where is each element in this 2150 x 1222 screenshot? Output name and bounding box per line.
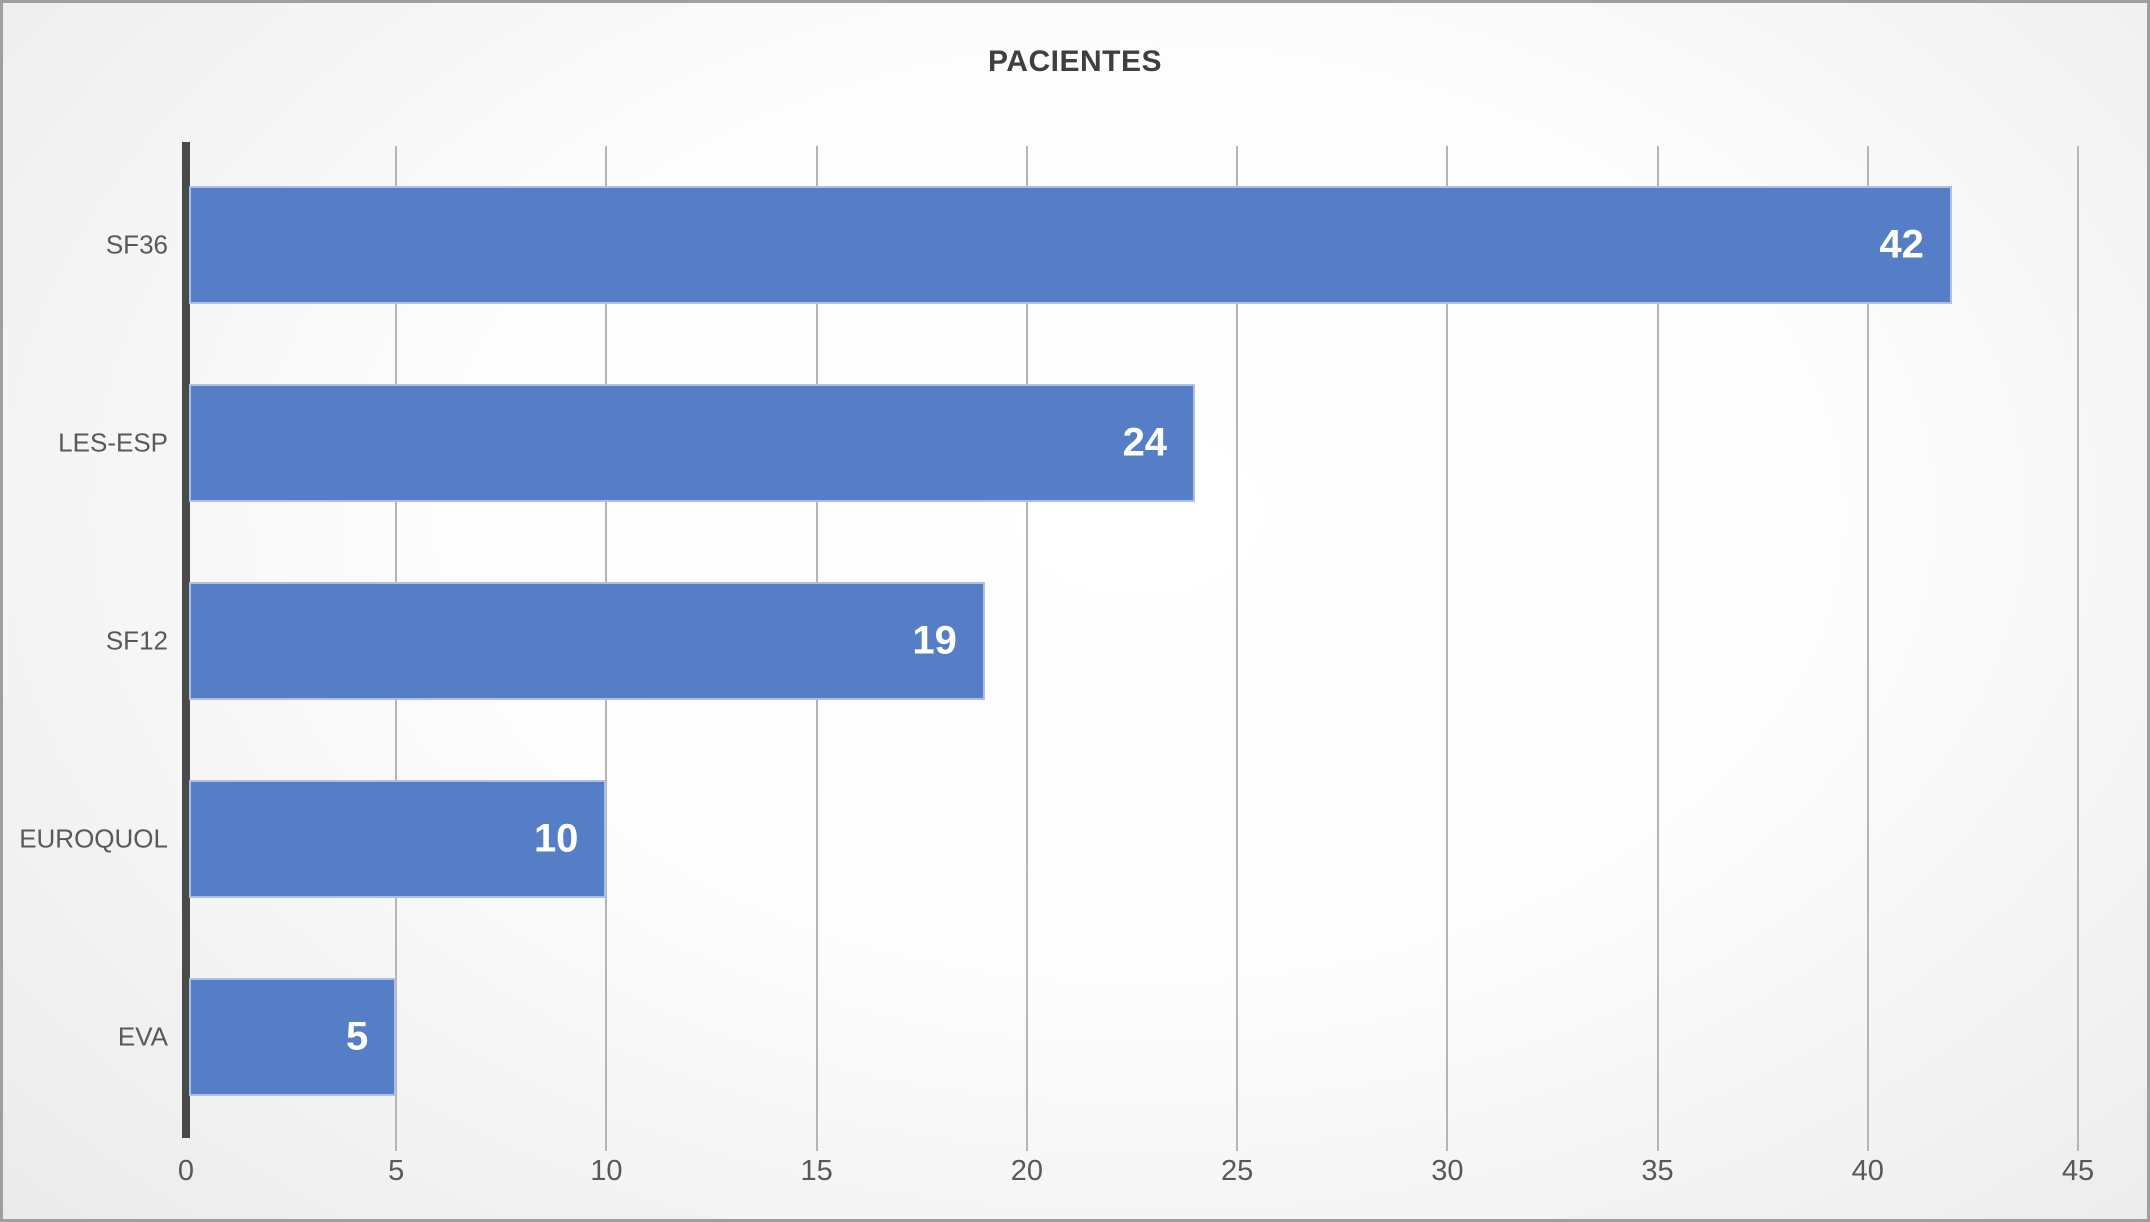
category-label-eva: EVA (117, 1021, 168, 1052)
x-gridline (1656, 146, 1659, 1151)
x-gridline (2077, 146, 2079, 1151)
category-label-les-esp: LES-ESP (58, 427, 168, 458)
x-tick-label: 15 (800, 1155, 833, 1187)
bar-value-label: 10 (533, 816, 579, 861)
category-label-sf36: SF36 (105, 229, 168, 260)
bar-les-esp: 24 (189, 384, 1196, 502)
x-gridline (1866, 146, 1869, 1151)
x-tick-label: 10 (590, 1155, 623, 1187)
x-tick-label: 35 (1641, 1155, 1674, 1187)
category-label-euroquol: EUROQUOL (19, 823, 168, 854)
x-gridline (1236, 146, 1239, 1151)
x-tick-label: 45 (2061, 1155, 2095, 1187)
bar-sf12: 19 (189, 582, 985, 700)
x-tick-label: 20 (1010, 1155, 1044, 1187)
x-tick-label: 40 (1851, 1155, 1884, 1187)
bar-value-label: 19 (912, 618, 957, 663)
x-gridline (1025, 146, 1028, 1151)
bar-eva: 5 (189, 978, 397, 1096)
bar-sf36: 42 (189, 186, 1952, 304)
category-axis-line (182, 142, 190, 1138)
x-tick-label: 25 (1220, 1155, 1254, 1187)
x-gridline (1446, 146, 1449, 1151)
x-tick-label: 0 (177, 1155, 195, 1187)
category-label-sf12: SF12 (105, 625, 168, 656)
x-tick-label: 5 (388, 1155, 405, 1187)
bar-value-label: 42 (1879, 222, 1924, 267)
x-tick-label: 30 (1431, 1155, 1464, 1187)
bar-euroquol: 10 (189, 780, 607, 898)
chart-title: PACIENTES (988, 45, 1162, 78)
bar-value-label: 24 (1122, 420, 1168, 465)
bar-value-label: 5 (345, 1014, 369, 1059)
